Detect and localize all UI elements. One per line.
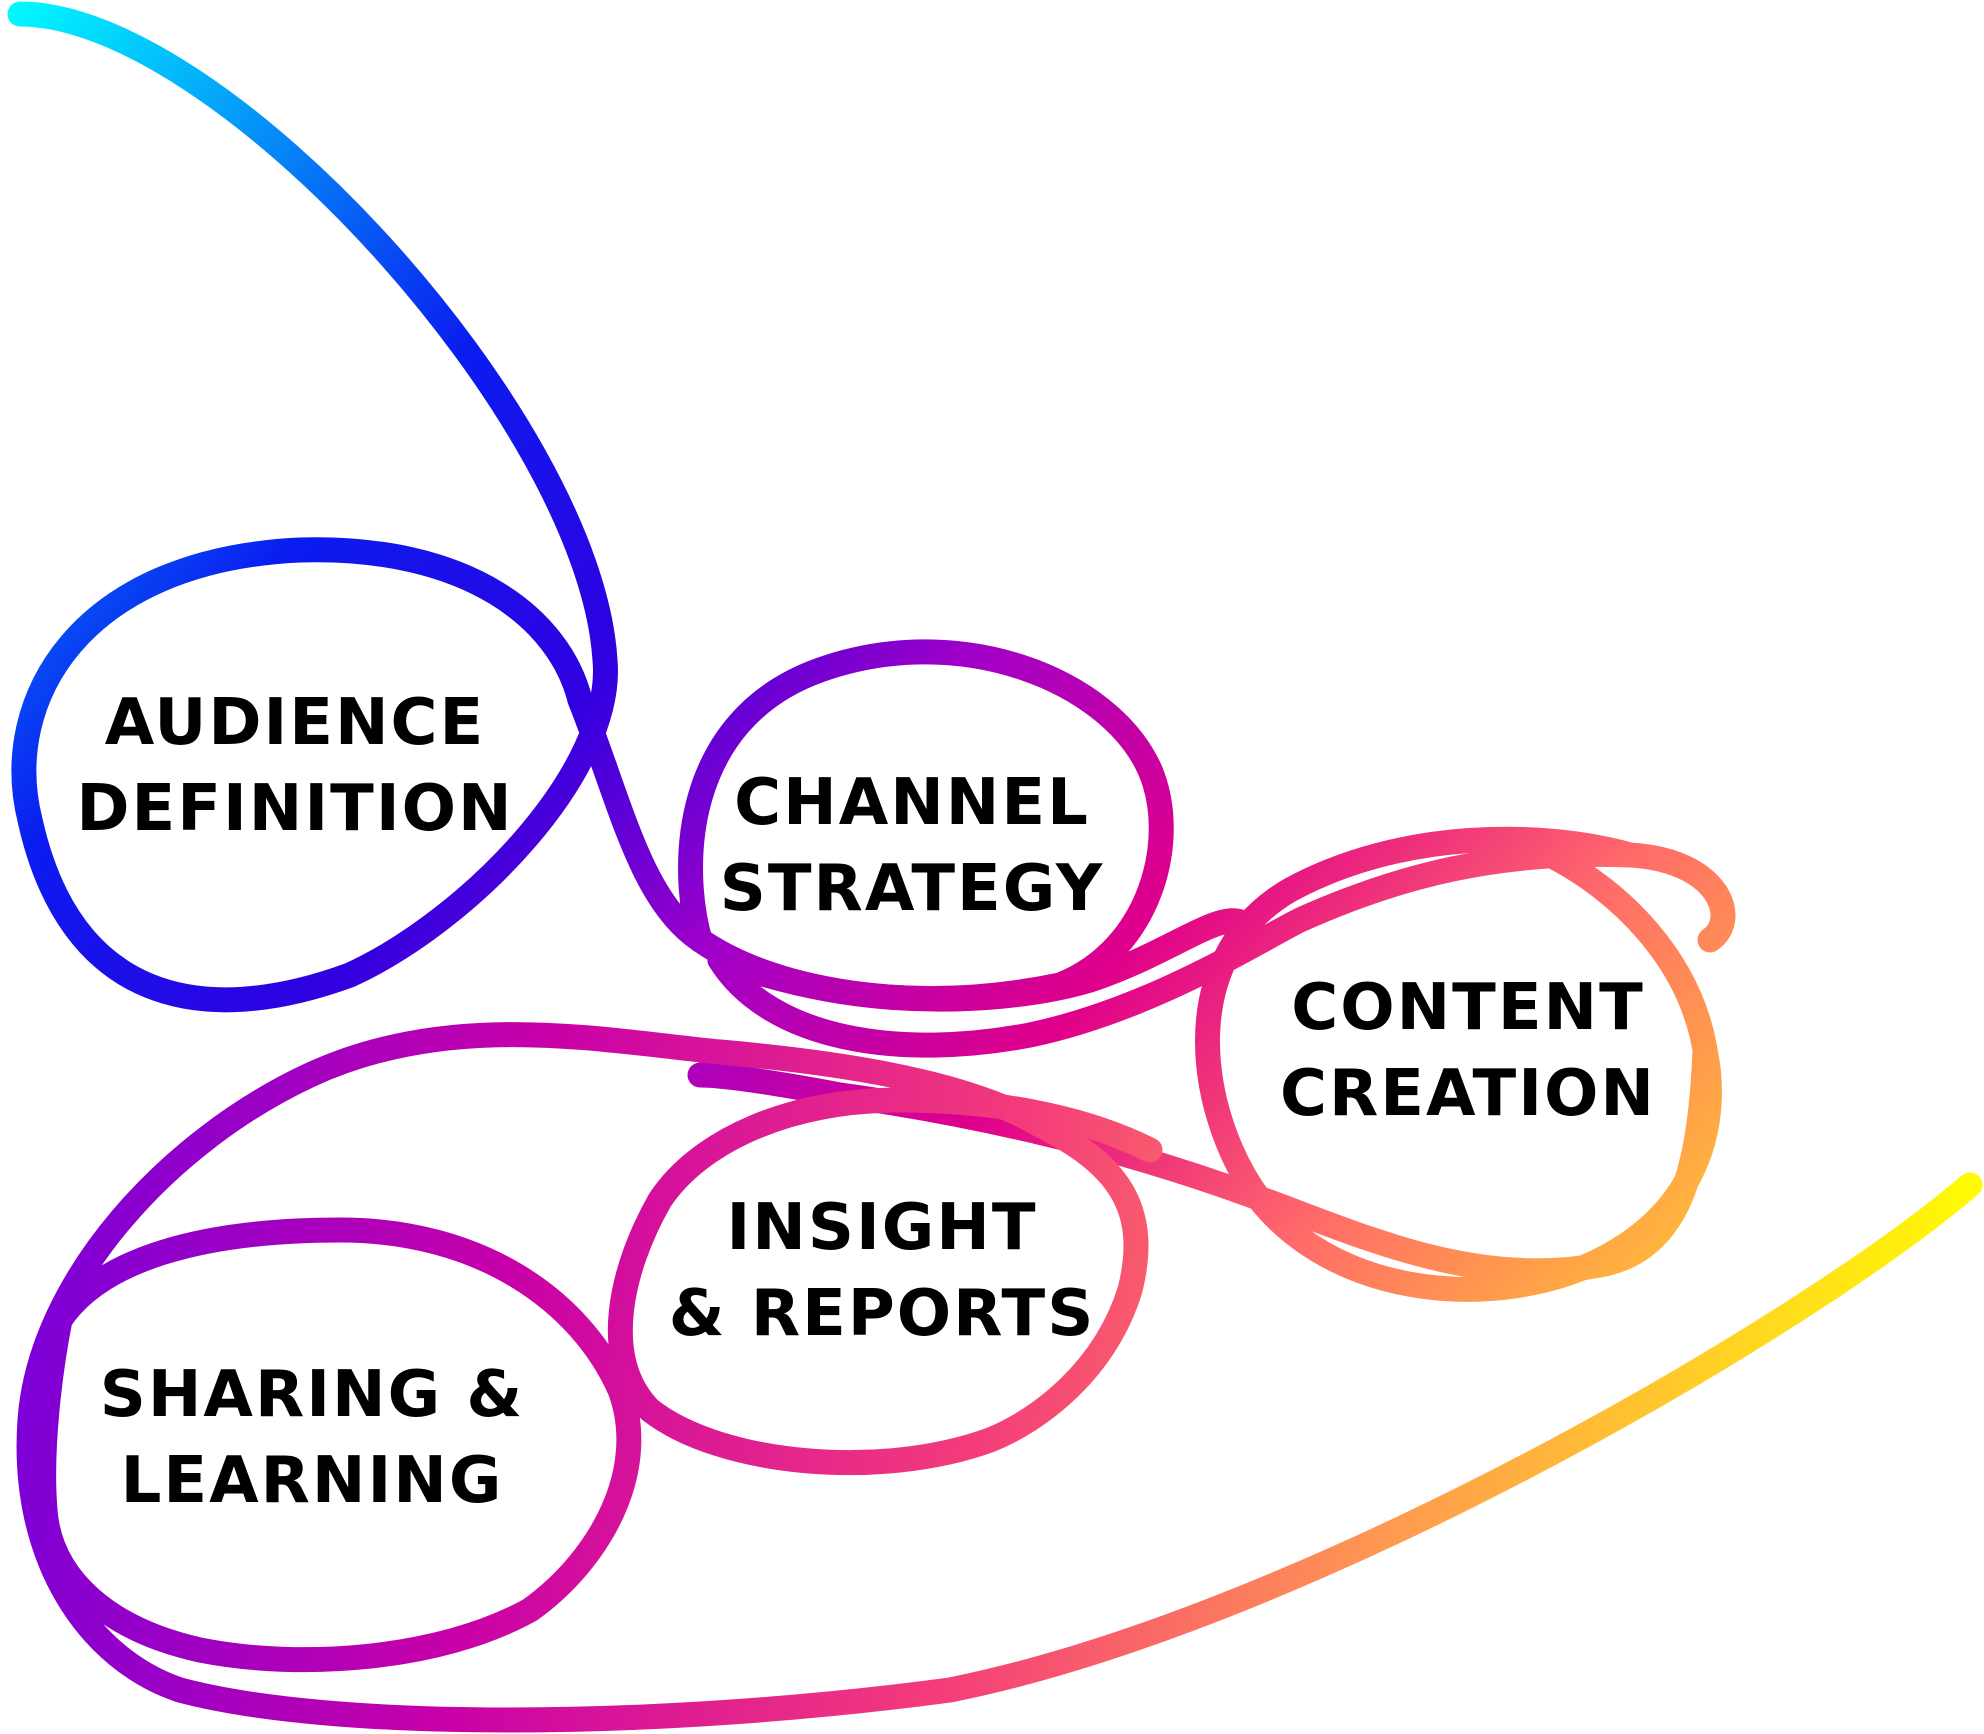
node-label-line: CHANNEL xyxy=(734,766,1090,840)
node-label-line: LEARNING xyxy=(120,1444,504,1518)
node-label-line: INSIGHT xyxy=(726,1191,1038,1265)
sharing-loop-line xyxy=(31,1217,642,1673)
node-label-line: DEFINITION xyxy=(76,772,514,846)
node-insight-reports: INSIGHT & REPORTS xyxy=(669,1185,1096,1357)
node-label-line: SHARING & xyxy=(99,1358,525,1432)
node-channel-strategy: CHANNEL STRATEGY xyxy=(720,760,1104,932)
node-label-line: & REPORTS xyxy=(668,1277,1096,1351)
node-label-line: AUDIENCE xyxy=(104,686,486,760)
node-sharing-learning: SHARING & LEARNING xyxy=(100,1352,524,1524)
channel-to-content-line xyxy=(707,841,1736,1058)
node-label-line: CONTENT xyxy=(1291,971,1645,1045)
node-label-line: CREATION xyxy=(1280,1057,1656,1131)
channel-loop-line xyxy=(678,639,1174,1012)
node-content-creation: CONTENT CREATION xyxy=(1280,965,1656,1137)
node-label-line: STRATEGY xyxy=(719,852,1105,926)
lower-connector-line xyxy=(16,1022,1983,1733)
node-audience-definition: AUDIENCE DEFINITION xyxy=(76,680,513,852)
